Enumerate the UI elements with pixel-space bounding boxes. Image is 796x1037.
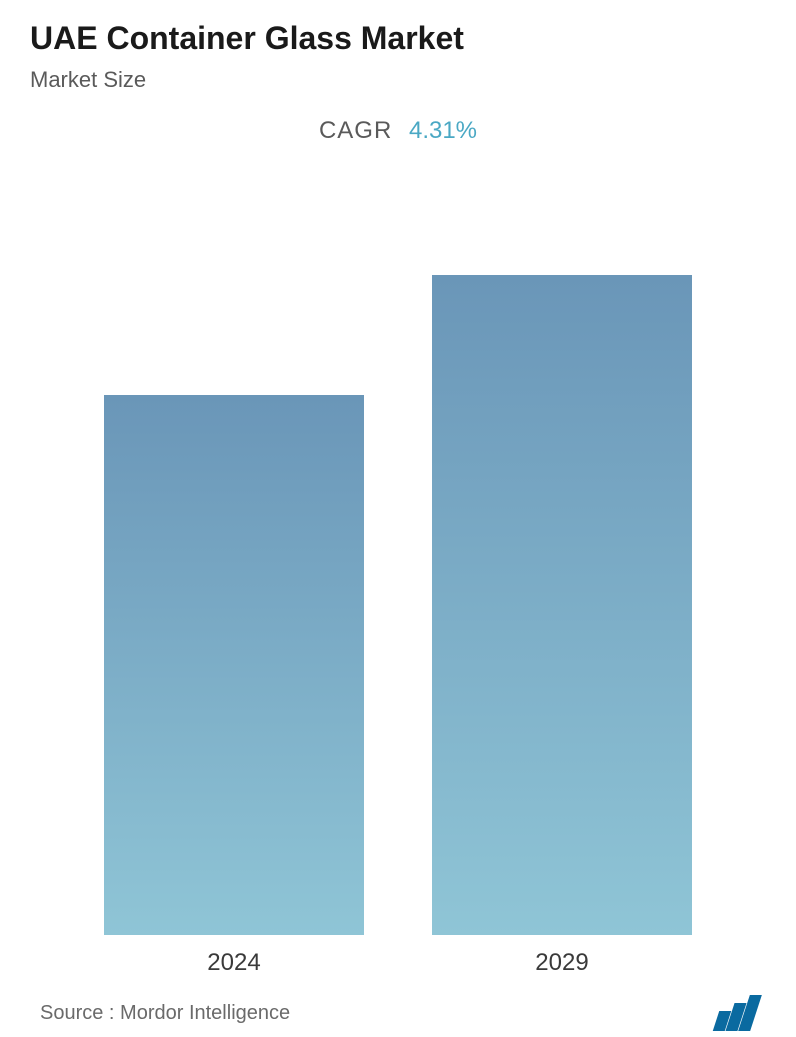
source-text: Source : Mordor Intelligence xyxy=(40,1002,290,1025)
footer: Source : Mordor Intelligence xyxy=(30,977,766,1037)
page-title: UAE Container Glass Market xyxy=(30,20,766,57)
bar-group-2024: 2024 xyxy=(104,395,364,977)
bar-2024 xyxy=(104,395,364,935)
bar-2029 xyxy=(432,275,692,935)
page-subtitle: Market Size xyxy=(30,67,766,93)
brand-logo xyxy=(716,995,756,1031)
bar-group-2029: 2029 xyxy=(432,275,692,977)
chart-area: 2024 2029 xyxy=(30,155,766,977)
cagr-value: 4.31% xyxy=(409,117,477,144)
chart-container: UAE Container Glass Market Market Size C… xyxy=(0,0,796,1034)
cagr-row: CAGR 4.31% xyxy=(30,117,766,145)
bar-label-2024: 2024 xyxy=(207,949,260,977)
bar-label-2029: 2029 xyxy=(535,949,588,977)
cagr-label: CAGR xyxy=(319,117,392,144)
